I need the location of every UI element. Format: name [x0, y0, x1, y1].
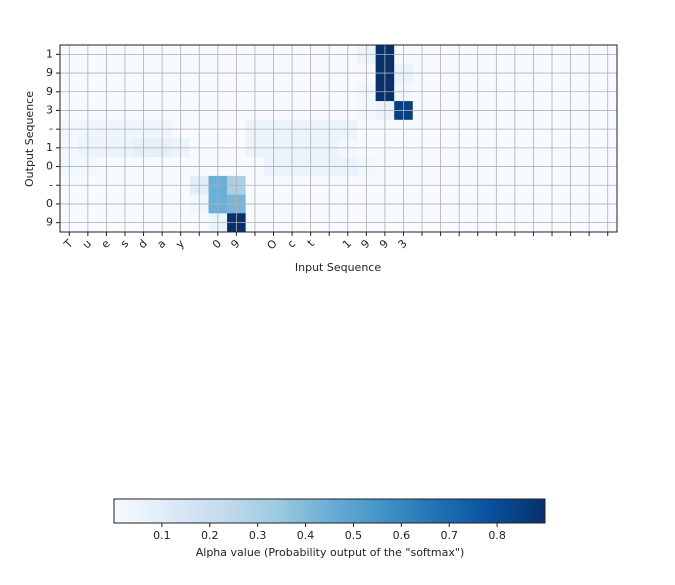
x-tick-label: e — [99, 237, 113, 251]
x-tick-label: s — [118, 237, 131, 250]
x-tick-label: y — [173, 237, 187, 251]
x-tick-label: 1 — [340, 237, 354, 251]
colorbar-tick-label: 0.8 — [488, 529, 506, 542]
colorbar-tick-label: 0.6 — [393, 529, 411, 542]
x-axis-label: Input Sequence — [295, 261, 381, 274]
y-axis-label: Output Sequence — [23, 91, 36, 187]
colorbar-tick-label: 0.5 — [345, 529, 363, 542]
y-tick-label: 1 — [46, 141, 53, 154]
x-tick-label: u — [80, 237, 94, 251]
x-tick-label: T — [61, 237, 76, 252]
x-tick-label: 9 — [377, 237, 391, 251]
plot-frame — [59, 44, 618, 233]
x-tick-label: t — [305, 237, 318, 250]
y-tick-label: 1 — [46, 47, 53, 60]
y-tick-label: 0 — [46, 197, 53, 210]
y-tick-label: 9 — [46, 85, 53, 98]
x-tick-label: d — [136, 237, 150, 251]
x-tick-label: 9 — [358, 237, 372, 251]
colorbar — [113, 498, 546, 524]
x-tick-label: c — [285, 237, 298, 250]
y-tick-label: 3 — [46, 103, 53, 116]
colorbar-tick-label: 0.2 — [201, 529, 219, 542]
x-tick-label: O — [264, 237, 280, 253]
y-tick-label: 9 — [46, 66, 53, 79]
x-tick-label: a — [154, 237, 168, 251]
colorbar-tick-label: 0.7 — [440, 529, 458, 542]
x-tick-label: 3 — [396, 237, 410, 251]
colorbar-tick-label: 0.3 — [249, 529, 267, 542]
y-tick-label: 0 — [46, 160, 53, 173]
colorbar-tick-label: 0.1 — [153, 529, 171, 542]
x-tick-label: 9 — [228, 237, 242, 251]
x-tick-label: 0 — [210, 237, 224, 251]
colorbar-label: Alpha value (Probability output of the "… — [196, 546, 465, 559]
colorbar-tick-label: 0.4 — [297, 529, 315, 542]
y-tick-label: - — [49, 178, 53, 191]
y-tick-label: 9 — [46, 216, 53, 229]
y-tick-label: - — [49, 122, 53, 135]
